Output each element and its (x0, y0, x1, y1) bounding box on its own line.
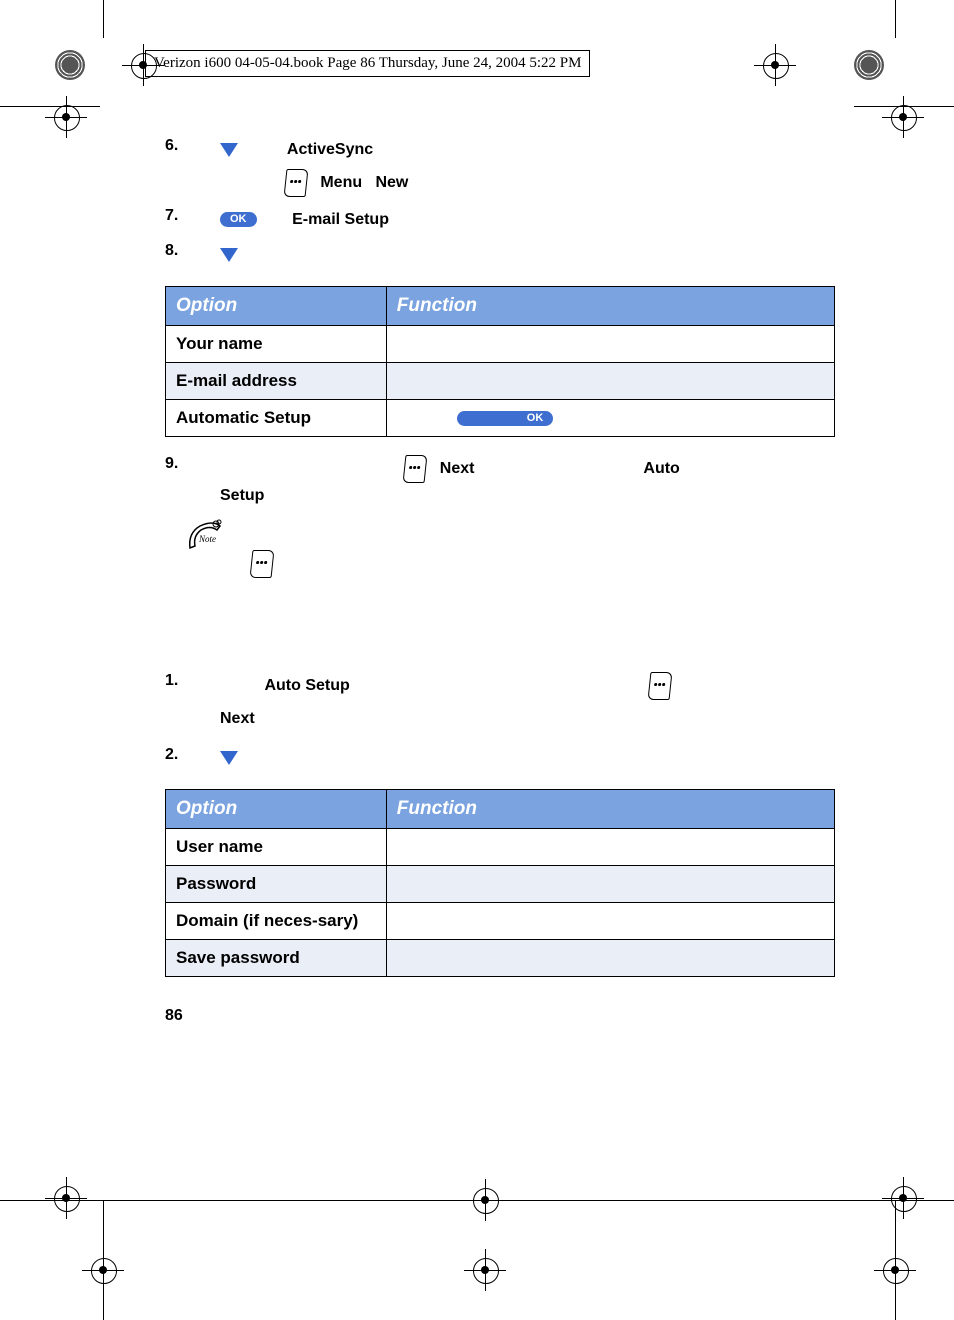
option-cell: Domain (if neces-sary) (166, 903, 387, 940)
registration-cross-icon (888, 102, 918, 132)
table-row: Password (166, 866, 835, 903)
new-label: New (375, 174, 408, 191)
table-row: Save password (166, 940, 835, 977)
registration-cross-icon (880, 1255, 910, 1285)
svg-text:Note: Note (198, 534, 216, 544)
function-cell (386, 362, 834, 399)
softkey-icon (250, 550, 275, 578)
step-number: 6. (165, 137, 220, 155)
registration-mark-icon (55, 50, 85, 80)
option-cell: User name (166, 829, 387, 866)
step-9: 9. Next Auto Setup (165, 455, 835, 509)
function-cell: OK (386, 399, 834, 436)
note-body (231, 518, 835, 632)
function-cell (386, 325, 834, 362)
registration-cross-icon (88, 1255, 118, 1285)
activesync-label: ActiveSync (287, 141, 373, 158)
content-area: 6. ActiveSync Menu New 7. OK (165, 137, 835, 1025)
down-arrow-icon (220, 248, 238, 262)
function-cell (386, 940, 834, 977)
next-label: Next (220, 710, 255, 727)
step-body: Next Auto Setup (220, 455, 835, 509)
step-6: 6. ActiveSync Menu New (165, 137, 835, 197)
ok-button-icon: OK (220, 212, 257, 227)
step-body: ActiveSync Menu New (220, 137, 835, 197)
step-8: 8. (165, 242, 835, 268)
page-header: Verizon i600 04-05-04.book Page 86 Thurs… (145, 50, 590, 77)
table-header-function: Function (386, 790, 834, 829)
note-block: Note (185, 518, 835, 632)
step-body (220, 242, 835, 268)
option-cell: Save password (166, 940, 387, 977)
option-cell: Your name (166, 325, 387, 362)
softkey-icon (284, 169, 309, 197)
step-7: 7. OK E-mail Setup (165, 207, 835, 233)
function-cell (386, 903, 834, 940)
ok-button-icon: OK (457, 411, 554, 426)
options-table-1: Option Function Your name E-mail address… (165, 286, 835, 437)
crop-mark (0, 106, 100, 107)
table-row: E-mail address (166, 362, 835, 399)
table-row: Domain (if neces-sary) (166, 903, 835, 940)
down-arrow-icon (220, 751, 238, 765)
auto-setup-label: Auto Setup (264, 677, 349, 694)
crop-mark (895, 0, 896, 38)
step-number: 7. (165, 207, 220, 225)
step-body (220, 746, 835, 772)
registration-cross-icon (470, 1255, 500, 1285)
option-cell: Automatic Setup (166, 399, 387, 436)
options-table-2: Option Function User name Password Domai… (165, 789, 835, 977)
next-label: Next (440, 460, 475, 477)
menu-label: Menu (320, 174, 362, 191)
step-2: 2. (165, 746, 835, 772)
setup-label: Setup (220, 487, 264, 504)
softkey-icon (647, 672, 672, 700)
option-cell: E-mail address (166, 362, 387, 399)
registration-cross-icon (51, 102, 81, 132)
table-row: Automatic Setup OK (166, 399, 835, 436)
step-number: 9. (165, 455, 220, 473)
auto-label: Auto (643, 460, 679, 477)
table-header-option: Option (166, 790, 387, 829)
table-header-option: Option (166, 286, 387, 325)
registration-cross-icon (888, 1183, 918, 1213)
step-body: Auto Setup Next (220, 672, 835, 732)
table-row: User name (166, 829, 835, 866)
page-number: 86 (165, 1007, 835, 1025)
step-number: 2. (165, 746, 220, 764)
step-body: OK E-mail Setup (220, 207, 835, 233)
email-setup-label: E-mail Setup (292, 211, 389, 228)
registration-cross-icon (470, 1185, 500, 1215)
crop-mark (103, 0, 104, 38)
step-number: 1. (165, 672, 220, 690)
step-1: 1. Auto Setup Next (165, 672, 835, 732)
function-cell (386, 866, 834, 903)
table-header-function: Function (386, 286, 834, 325)
note-icon: Note (185, 518, 225, 553)
option-cell: Password (166, 866, 387, 903)
down-arrow-icon (220, 143, 238, 157)
step-number: 8. (165, 242, 220, 260)
registration-cross-icon (51, 1183, 81, 1213)
page-content: Verizon i600 04-05-04.book Page 86 Thurs… (145, 40, 865, 1025)
softkey-icon (403, 455, 428, 483)
table-row: Your name (166, 325, 835, 362)
function-cell (386, 829, 834, 866)
